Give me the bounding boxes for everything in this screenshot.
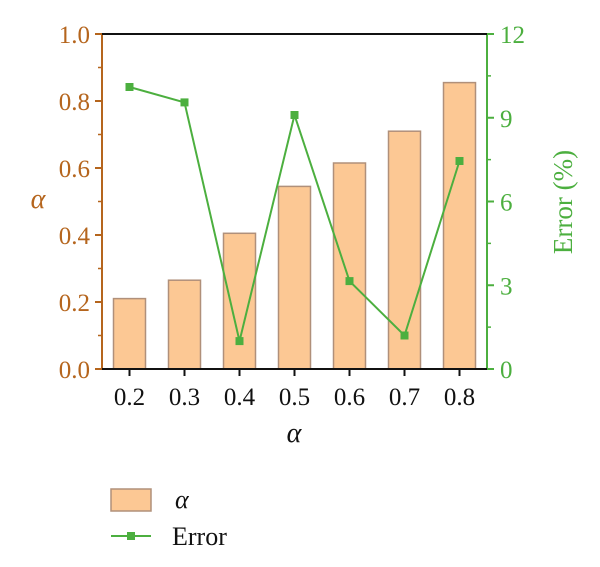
x-axis-title: α — [287, 418, 303, 449]
bottom-tick-label-0.3: 0.3 — [169, 384, 200, 411]
bar-group — [112, 81, 477, 370]
right-tick-label-3: 3 — [500, 273, 513, 300]
legend: α Error — [110, 485, 227, 551]
right-tick-group: 0 3 6 9 12 — [487, 22, 525, 384]
error-point-0.7 — [400, 331, 409, 340]
bar-alpha-0.5 — [277, 185, 312, 370]
legend-alpha-swatch — [110, 488, 152, 512]
left-tick-group: 0.0 0.2 0.4 0.6 0.8 1.0 — [59, 22, 102, 384]
error-point-0.2 — [125, 83, 134, 91]
bar-alpha-0.7 — [387, 130, 422, 370]
bar-alpha-0.4 — [222, 232, 257, 370]
y-axis-title-right: Error (%) — [548, 150, 578, 254]
error-point-0.3 — [180, 98, 189, 107]
bottom-tick-label-0.5: 0.5 — [279, 384, 310, 411]
right-tick-label-12: 12 — [500, 22, 525, 49]
left-tick-label-0.6: 0.6 — [59, 156, 90, 183]
left-tick-label-0.2: 0.2 — [59, 290, 90, 317]
right-tick-label-9: 9 — [500, 106, 513, 133]
bar-alpha-0.2 — [112, 297, 147, 370]
bottom-tick-label-0.7: 0.7 — [389, 384, 420, 411]
bar-alpha-0.8 — [442, 81, 477, 370]
error-point-0.6 — [345, 277, 354, 286]
bar-alpha-0.3 — [167, 279, 202, 370]
legend-error-label: Error — [172, 522, 227, 551]
right-tick-label-6: 6 — [500, 190, 513, 217]
y-axis-title-left: α — [31, 184, 47, 215]
right-tick-label-0: 0 — [500, 357, 513, 384]
bottom-tick-label-0.6: 0.6 — [334, 384, 365, 411]
bottom-tick-label-0.8: 0.8 — [444, 384, 475, 411]
error-point-0.8 — [455, 157, 464, 165]
legend-alpha-label: α — [175, 485, 190, 514]
bottom-tick-group: 0.2 0.3 0.4 0.5 0.6 0.7 0.8 — [114, 369, 475, 411]
bottom-tick-label-0.2: 0.2 — [114, 384, 145, 411]
legend-error-marker — [127, 532, 135, 540]
left-tick-label-1.0: 1.0 — [59, 22, 90, 49]
left-tick-label-0.0: 0.0 — [59, 357, 90, 384]
bottom-tick-label-0.4: 0.4 — [224, 384, 256, 411]
error-line-group — [125, 83, 464, 346]
left-tick-label-0.4: 0.4 — [59, 223, 91, 250]
error-point-0.5 — [290, 111, 299, 119]
left-tick-label-0.8: 0.8 — [59, 89, 90, 116]
bar-alpha-0.6 — [332, 162, 367, 370]
error-point-0.4 — [235, 337, 244, 346]
